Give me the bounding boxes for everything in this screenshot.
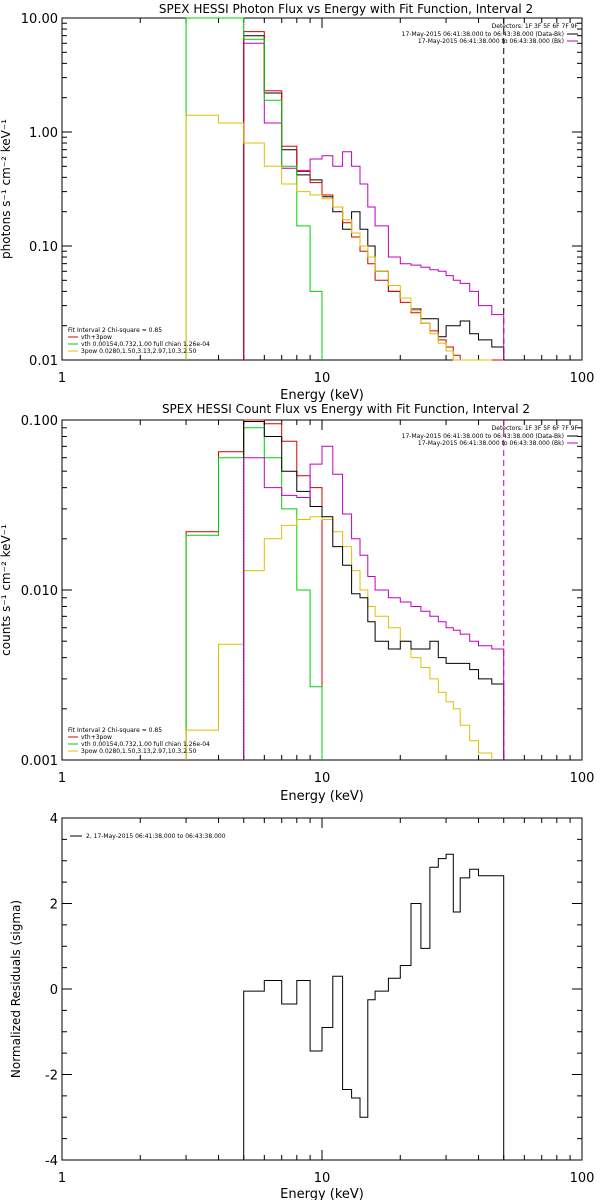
series-thermal xyxy=(185,17,323,360)
y-tick-label: 4 xyxy=(50,812,58,827)
legend-header: Detectors: 1F 3F 5F 6F 7F 9F xyxy=(492,425,579,432)
legend-bottom-left: Fit Interval 2 Chi-square = 0.85vth+3pow… xyxy=(68,727,210,755)
y-axis-label: counts s⁻¹ cm⁻² keV⁻¹ xyxy=(0,524,13,656)
y-tick-label: 10.00 xyxy=(21,12,58,27)
residuals-panel: Energy (keV) Normalized Residuals (sigma… xyxy=(9,812,594,1200)
y-tick-label: 0.010 xyxy=(21,584,58,599)
x-tick-label: 100 xyxy=(570,1171,595,1186)
y-axis-label: Normalized Residuals (sigma) xyxy=(9,900,23,1078)
y-tick-label: -2 xyxy=(45,1069,58,1084)
legend-top-right: Detectors: 1F 3F 5F 6F 7F 9F17-May-2015 … xyxy=(402,23,579,45)
series-background xyxy=(243,445,505,760)
x-tick-label: 1 xyxy=(58,1171,66,1186)
x-tick-label: 100 xyxy=(570,371,595,386)
x-axis-label: Energy (keV) xyxy=(280,1187,364,1200)
series-data xyxy=(243,35,505,360)
series-thermal xyxy=(185,427,323,760)
legend-header: Fit Interval 2 Chi-square = 0.85 xyxy=(68,327,162,334)
series-powerlaw xyxy=(185,516,493,760)
legend-entry: 3pow 0.0280,1.50,3.13,2.97,10.3,2.50 xyxy=(81,748,197,755)
y-tick-label: 1.00 xyxy=(29,126,58,141)
chart-title: SPEX HESSI Photon Flux vs Energy with Fi… xyxy=(159,2,533,16)
legend-entry: 3pow 0.0280,1.50,3.13,2.97,10.3,2.50 xyxy=(81,348,197,355)
axis-ticks: 1 10 100 -4 -2 0 2 4 xyxy=(45,812,594,1186)
legend-entry: 17-May-2015 06:41:38.000 to 06:43:38.000… xyxy=(402,433,564,440)
legend-entry: 17-May-2015 06:41:38.000 to 06:43:38.000… xyxy=(402,31,564,38)
x-tick-label: 1 xyxy=(58,771,66,786)
legend-bottom-left: 2, 17-May-2015 06:41:38.000 to 06:43:38.… xyxy=(70,833,226,840)
x-tick-label: 10 xyxy=(314,1171,331,1186)
y-tick-label: 0 xyxy=(50,983,58,998)
legend-bottom-left: Fit Interval 2 Chi-square = 0.85vth+3pow… xyxy=(68,327,210,355)
series-group xyxy=(185,17,505,361)
series-residuals xyxy=(243,853,505,1160)
chart-title: SPEX HESSI Count Flux vs Energy with Fit… xyxy=(162,402,530,416)
axis-ticks: 1 10 100 0.001 0.010 0.100 xyxy=(21,414,595,786)
y-tick-label: 2 xyxy=(50,898,58,913)
axis-ticks: 1 10 100 0.01 0.10 1.00 10.00 xyxy=(21,12,595,386)
legend-top-right: Detectors: 1F 3F 5F 6F 7F 9F17-May-2015 … xyxy=(402,425,579,447)
series-group xyxy=(243,853,505,1160)
legend-entry: vth 0.00154,0.732,1.00 full chian 1.26e-… xyxy=(81,741,210,748)
y-axis-label: photons s⁻¹ cm⁻² keV⁻¹ xyxy=(0,119,13,259)
series-group xyxy=(185,419,505,760)
y-tick-label: 0.100 xyxy=(21,414,58,429)
x-axis-label: Energy (keV) xyxy=(280,789,364,804)
legend-entry: 17-May-2015 06:41:38.000 to 06:43:38.000… xyxy=(418,38,564,45)
count-flux-panel: SPEX HESSI Count Flux vs Energy with Fit… xyxy=(0,402,594,804)
y-tick-label: -4 xyxy=(45,1154,58,1169)
series-background xyxy=(243,42,505,360)
y-tick-label: 0.10 xyxy=(29,240,58,255)
series-data xyxy=(243,421,505,760)
x-tick-label: 1 xyxy=(58,371,66,386)
x-tick-label: 10 xyxy=(314,371,331,386)
legend-entry: 17-May-2015 06:41:38.000 to 06:43:38.000… xyxy=(418,440,564,447)
legend-header: Fit Interval 2 Chi-square = 0.85 xyxy=(68,727,162,734)
photon-flux-panel: SPEX HESSI Photon Flux vs Energy with Fi… xyxy=(0,2,594,403)
reference-lines xyxy=(243,18,505,360)
legend-entry: vth+3pow xyxy=(81,734,112,741)
legend-entry: 2, 17-May-2015 06:41:38.000 to 06:43:38.… xyxy=(86,833,226,840)
x-tick-label: 10 xyxy=(314,771,331,786)
y-tick-label: 0.01 xyxy=(29,354,58,369)
x-tick-label: 100 xyxy=(570,771,595,786)
y-tick-label: 0.001 xyxy=(21,754,58,769)
legend-entry: vth+3pow xyxy=(81,334,112,341)
series-model xyxy=(243,31,504,361)
x-axis-label: Energy (keV) xyxy=(280,388,364,403)
legend-header: Detectors: 1F 3F 5F 6F 7F 9F xyxy=(492,23,579,30)
series-powerlaw xyxy=(185,114,492,361)
legend-entry: vth 0.00154,0.732,1.00 full chian 1.26e-… xyxy=(81,341,210,348)
